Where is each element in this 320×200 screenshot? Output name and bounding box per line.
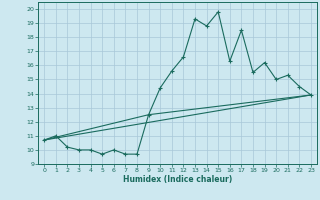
X-axis label: Humidex (Indice chaleur): Humidex (Indice chaleur) — [123, 175, 232, 184]
